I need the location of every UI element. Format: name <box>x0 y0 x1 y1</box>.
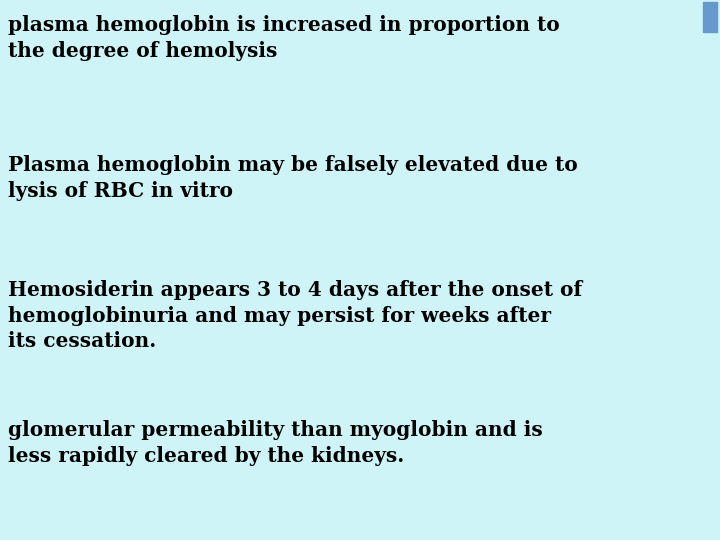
Text: glomerular permeability than myoglobin and is
less rapidly cleared by the kidney: glomerular permeability than myoglobin a… <box>8 420 543 465</box>
Text: Hemosiderin appears 3 to 4 days after the onset of
hemoglobinuria and may persis: Hemosiderin appears 3 to 4 days after th… <box>8 280 582 351</box>
Bar <box>703 2 717 32</box>
Text: plasma hemoglobin is increased in proportion to
the degree of hemolysis: plasma hemoglobin is increased in propor… <box>8 15 559 60</box>
Text: Plasma hemoglobin may be falsely elevated due to
lysis of RBC in vitro: Plasma hemoglobin may be falsely elevate… <box>8 155 577 200</box>
